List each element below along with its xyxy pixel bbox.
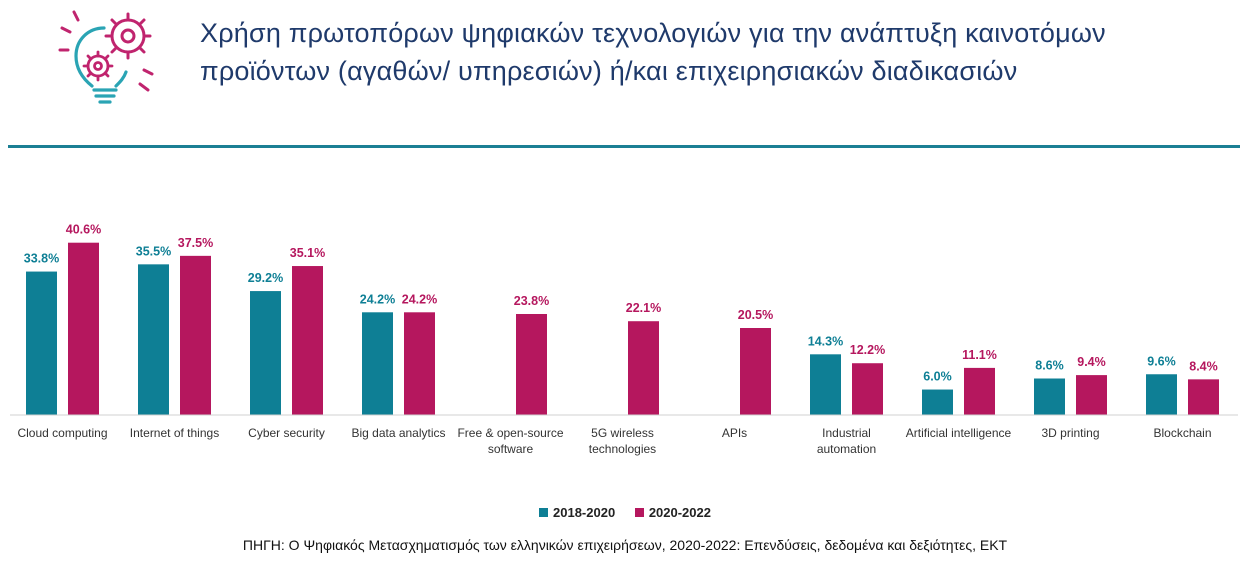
category-label-line: Cloud computing (17, 426, 108, 440)
category-label-6: APIs (670, 425, 800, 441)
data-label-2-6: 20.5% (738, 308, 773, 322)
data-label-2-0: 40.6% (66, 223, 101, 237)
category-label-line: software (487, 442, 534, 456)
category-label-line: APIs (721, 426, 748, 440)
category-label-9: 3D printing (1006, 425, 1136, 441)
bar-2-4 (516, 313, 547, 415)
data-label-1-2: 29.2% (248, 271, 283, 285)
title-line-1: Χρήση πρωτοπόρων ψηφιακών τεχνολογιών γι… (200, 18, 1106, 48)
category-label-line: Cyber security (248, 426, 325, 440)
bar-1-10 (1146, 374, 1177, 415)
category-label-line: Internet of things (129, 426, 220, 440)
category-label-line: Big data analytics (351, 426, 446, 440)
data-label-2-5: 22.1% (626, 301, 661, 315)
category-label-line: 5G wireless (591, 426, 654, 440)
bar-1-2 (250, 291, 281, 415)
title-line-2: προϊόντων (αγαθών/ υπηρεσιών) ή/και επιχ… (200, 56, 1018, 86)
bar-2-1 (180, 255, 211, 415)
bar-2-9 (1076, 375, 1107, 415)
bar-chart: 33.8% 40.6% 35.5% 37.5% 29.2% 35.1% 24.2% 24.2%… (10, 223, 1238, 416)
category-label-line: Free & open-source (457, 426, 564, 440)
data-label-2-4: 23.8% (514, 294, 549, 308)
category-label-0: Cloud computing (0, 425, 128, 441)
category-label-8: Artificial intelligence (894, 425, 1024, 441)
legend: 2018-2020 2020-2022 (0, 505, 1250, 520)
category-label-2: Cyber security (222, 425, 352, 441)
category-label-line: technologies (588, 442, 657, 456)
page-title: Χρήση πρωτοπόρων ψηφιακών τεχνολογιών γι… (200, 14, 1230, 90)
bar-1-3 (362, 312, 393, 415)
category-label-1: Internet of things (110, 425, 240, 441)
category-label-line: Industrial (822, 426, 871, 440)
data-label-2-1: 37.5% (178, 236, 213, 250)
bar-1-8 (922, 389, 953, 415)
bar-1-9 (1034, 378, 1065, 415)
category-label-10: Blockchain (1118, 425, 1248, 441)
category-label-line: Artificial intelligence (905, 426, 1012, 440)
bar-2-0 (68, 242, 99, 415)
title-divider (8, 145, 1240, 148)
data-label-1-9: 8.6% (1035, 359, 1064, 373)
data-label-1-1: 35.5% (136, 244, 171, 258)
data-label-2-10: 8.4% (1189, 359, 1218, 373)
bar-1-7 (810, 354, 841, 415)
category-label-7: Industrial automation (782, 425, 912, 457)
bar-2-10 (1188, 379, 1219, 415)
legend-item-series2: 2020-2022 (634, 505, 711, 520)
bar-2-6 (740, 328, 771, 415)
data-label-2-7: 12.2% (850, 343, 885, 357)
legend-swatch-series1 (539, 508, 549, 517)
data-label-2-2: 35.1% (290, 246, 325, 260)
source-note: ΠΗΓΗ: Ο Ψηφιακός Μετασχηματισμός των ελλ… (242, 537, 1008, 553)
legend-swatch-series2 (634, 508, 644, 517)
data-label-1-3: 24.2% (360, 292, 395, 306)
legend-label-series2: 2020-2022 (648, 505, 711, 520)
category-label-4: Free & open-source software (446, 425, 576, 457)
bar-2-5 (628, 321, 659, 415)
data-label-2-9: 9.4% (1077, 355, 1106, 369)
bar-2-7 (852, 363, 883, 415)
legend-label-series1: 2018-2020 (553, 505, 616, 520)
category-label-line: automation (816, 442, 877, 456)
data-label-1-7: 14.3% (808, 334, 843, 348)
data-label-1-0: 33.8% (24, 252, 59, 266)
innovation-lightbulb-gears-icon (58, 10, 154, 104)
bar-1-1 (138, 264, 169, 415)
category-label-3: Big data analytics (334, 425, 464, 441)
bar-1-0 (26, 271, 57, 415)
data-label-1-8: 6.0% (923, 370, 952, 384)
bar-2-2 (292, 266, 323, 415)
category-label-5: 5G wireless technologies (558, 425, 688, 457)
category-label-line: 3D printing (1041, 426, 1100, 440)
category-label-line: Blockchain (1153, 426, 1212, 440)
data-label-2-8: 11.1% (962, 348, 997, 362)
legend-item-series1: 2018-2020 (539, 505, 615, 520)
bar-2-3 (404, 312, 435, 415)
data-label-2-3: 24.2% (402, 292, 437, 306)
data-label-1-10: 9.6% (1147, 354, 1176, 368)
bar-2-8 (964, 367, 995, 415)
